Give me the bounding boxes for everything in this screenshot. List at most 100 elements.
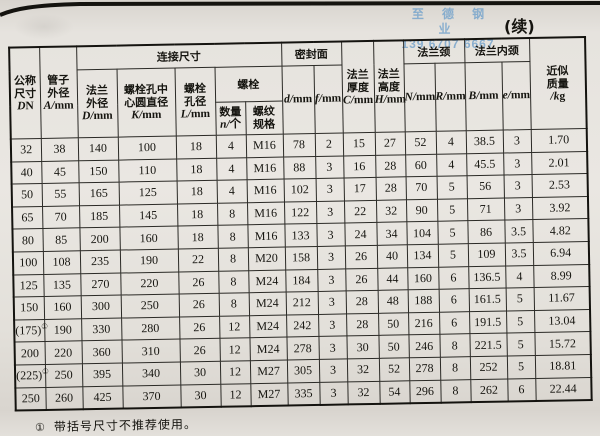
table-cell: M16	[246, 201, 285, 226]
header-mass: 近似 质量 /kg	[529, 37, 587, 130]
table-cell: 32	[375, 199, 407, 223]
table-cell: 8	[439, 334, 470, 358]
table-cell: 8	[440, 379, 471, 403]
table-cell: 250	[44, 363, 83, 387]
table-cell: 5	[437, 243, 469, 267]
table-cell: 8	[216, 202, 248, 226]
table-cell: 3	[316, 223, 345, 247]
table-cell: 4	[215, 134, 247, 158]
page-top-rule	[0, 1, 600, 17]
table-cell: 34	[376, 222, 407, 246]
table-cell: 1.70	[530, 128, 588, 153]
table-cell: 12	[219, 338, 250, 362]
table-cell: 12	[220, 383, 251, 407]
table-cell: 11.67	[533, 286, 591, 311]
table-cell: 102	[283, 178, 316, 202]
table-cell: 32	[347, 380, 380, 405]
table-cell: 330	[81, 317, 122, 342]
table-cell: M24	[249, 337, 287, 361]
table-cell: 32	[10, 138, 42, 162]
table-cell: 38	[40, 137, 79, 162]
table-cell: 8	[218, 292, 250, 317]
header-bolt-thread: 螺纹 规格	[245, 101, 283, 135]
table-cell: 18	[177, 203, 218, 227]
table-cell: 3.5	[504, 219, 533, 243]
table-cell: 220	[120, 271, 179, 296]
table-cell: 60	[405, 153, 437, 178]
header-flange-od: 法兰 外径 D/mm	[76, 69, 118, 138]
table-cell: 3	[316, 245, 346, 270]
table-cell: M27	[250, 382, 288, 407]
table-cell: 122	[283, 201, 317, 225]
table-cell: 165	[78, 182, 120, 206]
group-sealing: 密封面	[281, 41, 342, 67]
table-cell: M24	[248, 269, 286, 293]
table-cell: 296	[409, 379, 441, 404]
table-cell: 340	[121, 361, 181, 386]
table-cell: 200	[14, 341, 45, 365]
table-cell: M16	[246, 156, 284, 180]
table-cell: 335	[287, 381, 320, 406]
table-cell: 40	[11, 161, 42, 185]
table-cell: 242	[286, 314, 319, 338]
table-cell: 12	[219, 360, 251, 384]
table-cell: 190	[44, 318, 82, 342]
table-cell: 310	[121, 339, 180, 363]
table-cell: 270	[80, 272, 121, 296]
table-cell: 2	[314, 132, 344, 157]
table-cell: 6	[507, 378, 536, 402]
table-cell: 26	[178, 270, 219, 295]
flange-dimension-table: 公称 尺寸 DN 管子 外径 A/mm 连接尺寸 密封面 法兰 厚度 C/mm	[8, 36, 593, 412]
table-cell: 220	[44, 341, 82, 365]
table-cell: 191.5	[469, 310, 507, 335]
table-cell: 250	[120, 294, 180, 318]
table-cell: 125	[13, 274, 44, 298]
table-cell: 22	[177, 248, 219, 272]
table-cell: 3	[318, 313, 347, 337]
table-cell: 70	[405, 176, 437, 200]
footnote: ① 带括号尺寸不推荐使用。	[35, 408, 593, 435]
table-cell: 108	[42, 250, 81, 275]
table-cell: 90	[405, 199, 438, 223]
table-cell: 278	[408, 357, 441, 381]
footnote-marker: ①	[34, 421, 47, 435]
table-cell: 5	[506, 310, 535, 334]
table-cell: 13.04	[534, 309, 591, 333]
table-cell: 38.5	[465, 130, 504, 154]
table-cell: 110	[118, 158, 177, 183]
table-cell: 18	[176, 157, 217, 182]
table-cell: 104	[406, 221, 438, 245]
watermark: 至 德 钢 业 139 6707 6667	[392, 7, 504, 52]
table-cell: 8	[217, 225, 248, 249]
table-cell: 55	[41, 183, 80, 207]
table-cell: 17	[343, 177, 376, 201]
table-cell: 109	[467, 242, 506, 267]
table-cell: 26	[344, 245, 378, 269]
table-cell: 5	[436, 198, 468, 222]
group-neck: 法兰颈	[403, 39, 465, 64]
table-cell: 40	[376, 244, 408, 268]
table-cell: 252	[469, 355, 508, 380]
table-cell: 26	[345, 267, 378, 292]
header-height: 法兰 高度 H/mm	[373, 40, 406, 133]
table-cell: 44	[377, 267, 408, 291]
table-cell: 8	[439, 356, 471, 380]
table-cell: 4	[216, 179, 247, 204]
table-cell: 65	[12, 206, 43, 230]
table-cell: 28	[375, 177, 406, 201]
table-cell: 133	[284, 223, 317, 248]
table-cell: 18	[176, 180, 217, 204]
table-cell: 45.5	[466, 152, 504, 176]
table-cell: 300	[80, 295, 122, 319]
table-cell: 30	[346, 335, 379, 359]
table-cell: 280	[121, 316, 180, 341]
header-pipe-od: 管子 外径 A/mm	[39, 46, 78, 139]
table-cell: 22	[343, 200, 377, 224]
table-cell: 221.5	[469, 333, 507, 357]
table-cell: 3	[503, 174, 532, 198]
table-cell: 15.72	[534, 331, 591, 356]
table-cell: 150	[78, 159, 119, 184]
table-cell: 54	[379, 380, 410, 404]
table-cell: 3	[503, 152, 532, 176]
header-neck-n: N/mm	[403, 63, 436, 132]
